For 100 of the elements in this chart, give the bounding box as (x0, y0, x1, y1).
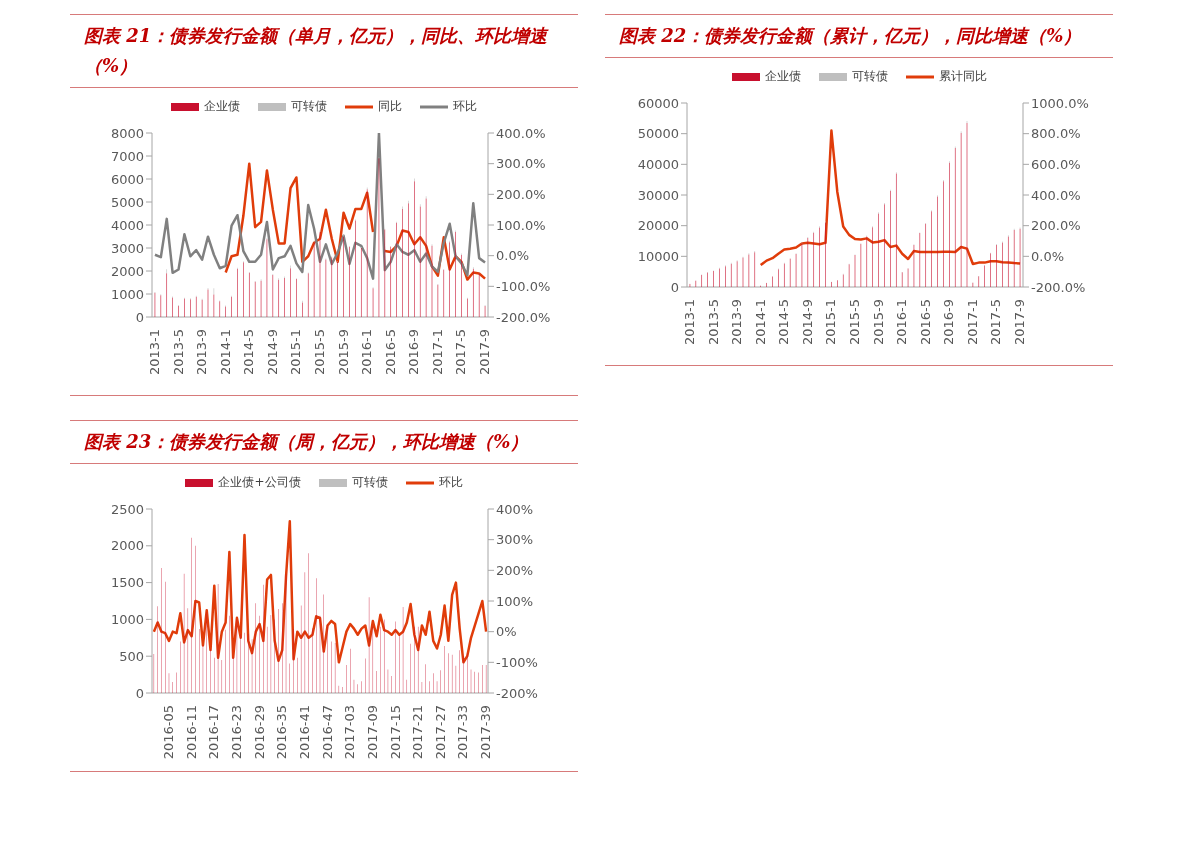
x-tick-label: 2017-15 (387, 705, 403, 760)
y2-tick-label: -200.0% (1031, 279, 1086, 295)
y2-tick-label: -200.0% (496, 309, 551, 325)
x-tick-label: 2013-1 (681, 299, 697, 346)
x-tick-label: 2015-1 (288, 329, 304, 376)
x-tick-label: 2014-1 (752, 299, 768, 346)
y2-tick-label: 100.0% (496, 217, 546, 233)
x-tick-label: 2015-5 (312, 329, 327, 376)
legend-label: 企业债 (764, 68, 801, 85)
x-tick-label: 2017-5 (453, 329, 469, 376)
x-tick-label: 2013-5 (170, 329, 186, 376)
x-tick-label: 2016-11 (183, 705, 199, 760)
y-tick-label: 2500 (110, 501, 144, 517)
x-tick-label: 2017-27 (432, 705, 448, 760)
legend-label: 环比 (438, 474, 463, 491)
x-tick-label: 2013-1 (146, 329, 162, 376)
x-tick-label: 2014-5 (776, 299, 792, 346)
y2-tick-label: 300% (496, 532, 534, 548)
y-tick-label: 0 (670, 279, 679, 295)
y2-tick-label: 200.0% (496, 186, 546, 202)
y-tick-label: 0 (135, 685, 144, 701)
chart-title: 图表 21：债券发行金额（单月，亿元），同比、环比增速（%） (70, 14, 578, 88)
y2-tick-label: 400.0% (1031, 187, 1081, 203)
y2-tick-label: 600.0% (1031, 156, 1081, 172)
x-tick-label: 2016-41 (296, 705, 312, 760)
y-tick-label: 40000 (637, 156, 679, 172)
y2-tick-label: 200.0% (1031, 218, 1081, 234)
y-tick-label: 7000 (110, 148, 144, 164)
legend-label: 累计同比 (938, 68, 987, 85)
x-tick-label: 2016-9 (941, 299, 957, 346)
legend-label: 同比 (378, 98, 402, 115)
y2-tick-label: 0.0% (496, 248, 530, 264)
x-tick-label: 2014-1 (217, 329, 233, 376)
y2-tick-label: 0.0% (1031, 248, 1065, 264)
x-tick-label: 2017-5 (988, 299, 1004, 346)
y-tick-label: 3000 (110, 240, 144, 256)
y-tick-label: 1000 (110, 286, 144, 302)
y2-tick-label: -100.0% (496, 278, 551, 294)
y-tick-label: 60000 (637, 95, 679, 111)
x-tick-label: 2016-17 (206, 705, 222, 760)
y-tick-label: 1000 (110, 612, 144, 628)
y2-tick-label: -100% (496, 654, 538, 670)
y-tick-label: 10000 (637, 248, 679, 264)
x-tick-label: 2015-9 (335, 329, 351, 376)
x-tick-label: 2016-5 (382, 329, 398, 376)
y-tick-label: 2000 (110, 263, 144, 279)
y-tick-label: 0 (135, 309, 144, 325)
legend-label: 企业债+公司债 (218, 474, 301, 491)
x-tick-label: 2017-09 (364, 705, 380, 760)
y-tick-label: 20000 (637, 218, 679, 234)
y2-tick-label: 400.0% (496, 125, 546, 141)
x-tick-label: 2017-21 (410, 705, 426, 760)
y-tick-label: 8000 (110, 125, 144, 141)
y-tick-label: 500 (119, 648, 144, 664)
y-tick-label: 6000 (110, 171, 144, 187)
chart-title: 图表 23：债券发行金额（周，亿元），环比增速（%） (70, 420, 578, 464)
x-tick-label: 2013-5 (705, 299, 721, 346)
x-tick-label: 2016-1 (359, 329, 375, 376)
x-tick-label: 2013-9 (729, 299, 745, 346)
y2-tick-label: 100% (496, 593, 534, 609)
x-tick-label: 2015-1 (823, 299, 839, 346)
x-tick-label: 2016-5 (917, 299, 933, 346)
legend-label: 可转债 (351, 474, 388, 491)
y2-tick-label: 0% (496, 624, 517, 640)
x-tick-label: 2015-5 (847, 299, 862, 346)
x-tick-label: 2016-1 (894, 299, 910, 346)
x-tick-label: 2014-9 (264, 329, 280, 376)
x-tick-label: 2017-9 (477, 329, 493, 376)
legend-label: 环比 (453, 98, 477, 115)
x-tick-label: 2017-1 (964, 299, 980, 346)
legend-label: 可转债 (291, 98, 327, 115)
line-series (152, 520, 488, 664)
y-tick-label: 50000 (637, 126, 679, 142)
y2-tick-label: -200% (496, 685, 538, 701)
y-tick-label: 4000 (110, 217, 144, 233)
x-tick-label: 2017-03 (342, 705, 358, 760)
x-tick-label: 2016-05 (160, 705, 176, 760)
chart-title: 图表 22：债券发行金额（累计，亿元），同比增速（%） (605, 14, 1113, 58)
x-tick-label: 2013-9 (194, 329, 210, 376)
y2-tick-label: 400% (496, 501, 534, 517)
y2-tick-label: 800.0% (1031, 126, 1081, 142)
x-tick-label: 2017-33 (455, 705, 471, 760)
legend-label: 可转债 (851, 68, 888, 85)
x-tick-label: 2017-1 (429, 329, 445, 376)
x-tick-label: 2017-9 (1012, 299, 1028, 346)
x-tick-label: 2014-9 (799, 299, 815, 346)
x-tick-label: 2014-5 (241, 329, 257, 376)
x-tick-label: 2016-29 (251, 705, 267, 760)
x-tick-label: 2015-9 (870, 299, 886, 346)
legend-label: 企业债 (204, 98, 240, 115)
y-tick-label: 2000 (110, 538, 144, 554)
x-tick-label: 2016-9 (406, 329, 422, 376)
y2-tick-label: 1000.0% (1031, 95, 1089, 111)
line-series (759, 129, 1022, 267)
line-series (153, 133, 487, 280)
x-tick-label: 2016-47 (319, 705, 335, 760)
y-tick-label: 30000 (637, 187, 679, 203)
x-tick-label: 2016-35 (274, 705, 290, 760)
y-tick-label: 5000 (110, 194, 144, 210)
x-tick-label: 2016-23 (228, 705, 244, 760)
